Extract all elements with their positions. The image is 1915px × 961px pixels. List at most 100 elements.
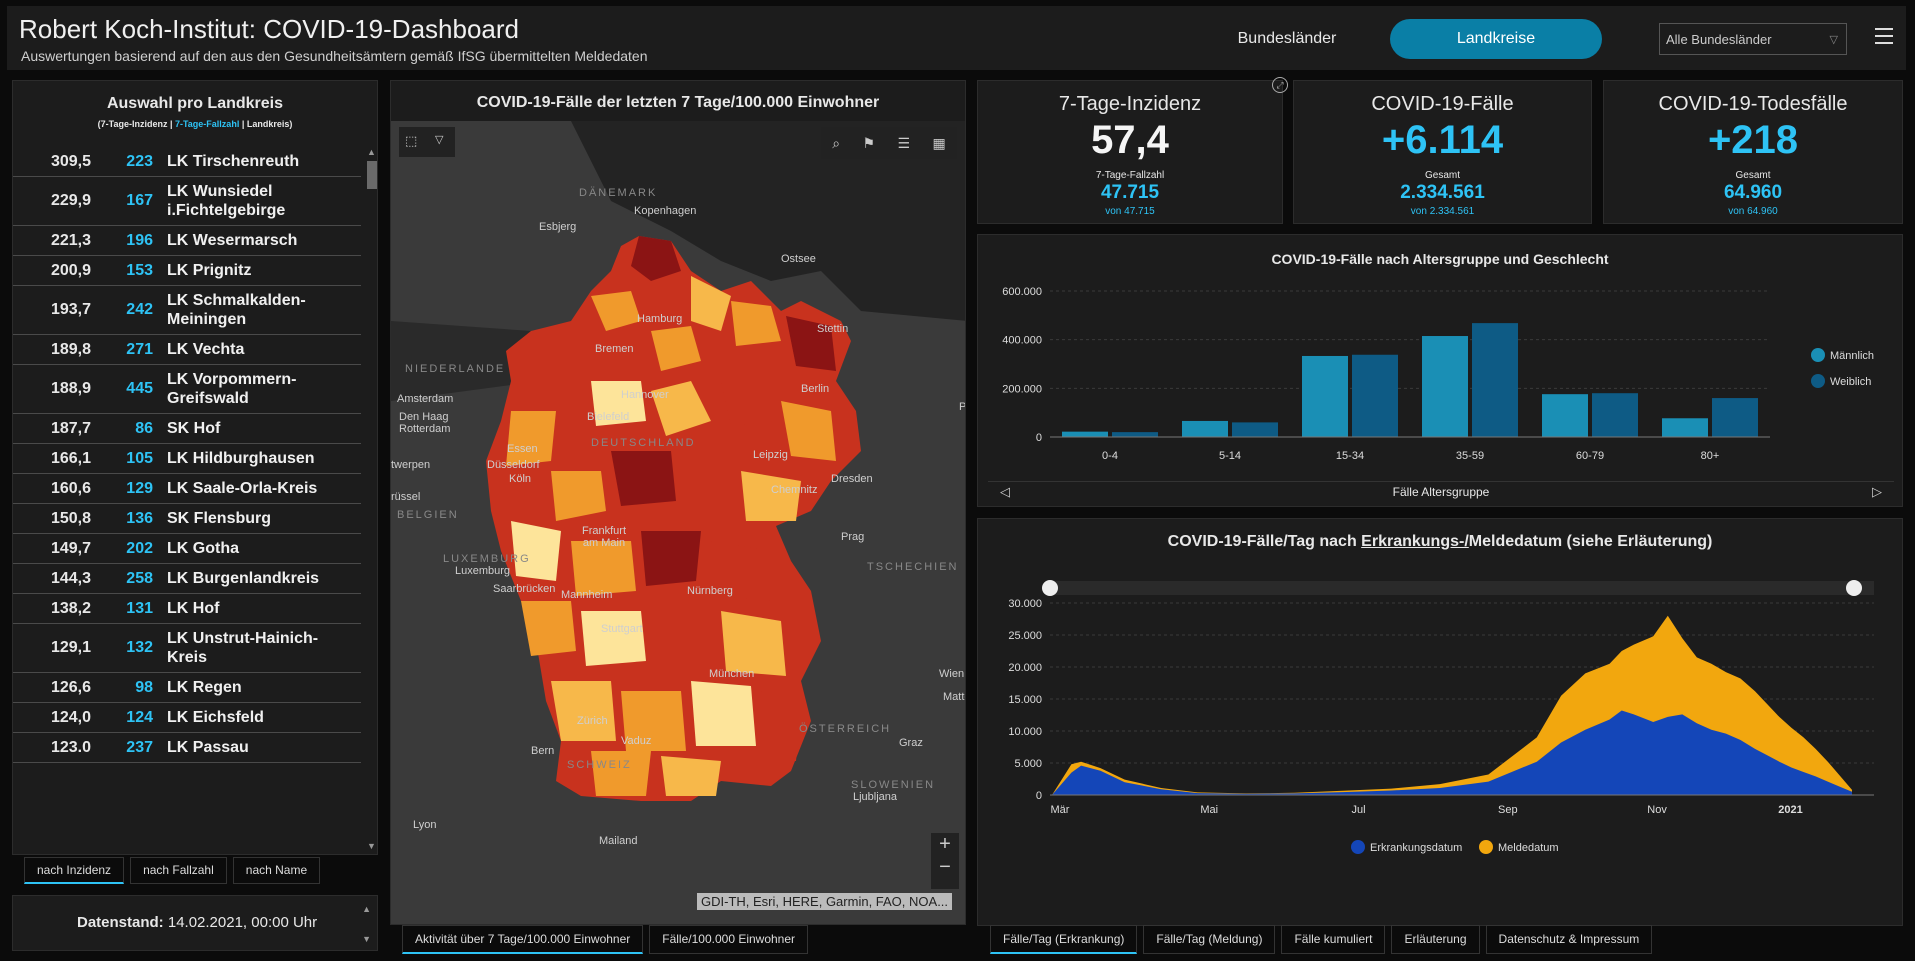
map-panel[interactable]: COVID-19-Fälle der letzten 7 Tage/100.00… <box>390 80 966 925</box>
age-chart-nav: ◁ Fälle Altersgruppe ▷ <box>988 481 1894 503</box>
list-item[interactable]: 187,7 86 SK Hof <box>13 414 361 444</box>
scroll-down-icon[interactable]: ▼ <box>362 934 371 944</box>
inzidenz-value: 149,7 <box>50 539 91 557</box>
map-place-label: rüssel <box>391 491 421 503</box>
age-bar-männlich[interactable] <box>1062 431 1108 437</box>
select-region-icon[interactable]: ⬚ <box>405 133 418 148</box>
list-item[interactable]: 166,1 105 LK Hildburghausen <box>13 444 361 474</box>
map-title: COVID-19-Fälle der letzten 7 Tage/100.00… <box>391 81 965 121</box>
scroll-up-icon[interactable]: ▲ <box>367 147 376 157</box>
chevron-down-icon[interactable]: ▽ <box>435 134 444 146</box>
zoom-out-button[interactable]: − <box>939 856 951 878</box>
age-bar-weiblich[interactable] <box>1712 398 1758 437</box>
list-item[interactable]: 188,9 445 LK Vorpommern-Greifswald <box>13 365 361 414</box>
hamburger-menu-icon[interactable] <box>1875 28 1893 44</box>
map-tab-aktivitaet[interactable]: Aktivität über 7 Tage/100.000 Einwohner <box>402 925 644 954</box>
daily-chart[interactable]: 0 5.000 10.000 15.000 20.000 25.000 30.000 Mär M… <box>978 563 1904 913</box>
chevron-right-icon[interactable]: ▷ <box>1872 484 1882 499</box>
landkreis-list-panel: Auswahl pro Landkreis (7-Tage-Inzidenz |… <box>12 80 378 855</box>
list-item[interactable]: 150,8 136 SK Flensburg <box>13 504 361 534</box>
map-selection-tool[interactable]: ⬚ ▽ <box>399 127 455 157</box>
map-tabs: Aktivität über 7 Tage/100.000 Einwohner … <box>402 925 809 954</box>
y-tick-label: 200.000 <box>1002 383 1042 395</box>
area-series-erkrankungsdatum[interactable] <box>1052 710 1852 796</box>
layer-list-icon[interactable]: ☰ <box>897 134 911 151</box>
scroll-down-icon[interactable]: ▼ <box>367 841 376 851</box>
sort-tab-fallzahl[interactable]: nach Fallzahl <box>130 857 227 884</box>
tab-datenschutz[interactable]: Datenschutz & Impressum <box>1485 925 1653 954</box>
map-tab-faelle[interactable]: Fälle/100.000 Einwohner <box>649 925 809 954</box>
age-bar-weiblich[interactable] <box>1112 432 1158 437</box>
age-bar-weiblich[interactable] <box>1352 354 1398 437</box>
map-place-label: Berlin <box>801 383 830 395</box>
fallzahl-value: 105 <box>126 449 153 467</box>
range-slider-handle-right[interactable] <box>1846 580 1862 596</box>
basemap-gallery-icon[interactable]: ▦ <box>932 134 946 151</box>
age-bar-männlich[interactable] <box>1302 355 1348 437</box>
tab-faelle-erkrankung[interactable]: Fälle/Tag (Erkrankung) <box>990 925 1138 954</box>
kpi-inzidenz: 7-Tage-Inzidenz 57,4 7-Tage-Fallzahl 47.… <box>977 80 1283 224</box>
kpi-faelle: COVID-19-Fälle +6.114 Gesamt 2.334.561 v… <box>1293 80 1592 224</box>
list-item[interactable]: 229,9 167 LK Wunsiedel i.Fichtelgebirge <box>13 177 361 226</box>
x-tick-label: 80+ <box>1701 450 1720 462</box>
range-slider-handle-left[interactable] <box>1042 580 1058 596</box>
list-item[interactable]: 126,6 98 LK Regen <box>13 673 361 703</box>
list-item[interactable]: 189,8 271 LK Vechta <box>13 335 361 365</box>
fallzahl-value: 98 <box>135 678 153 696</box>
list-item[interactable]: 123.0 237 LK Passau <box>13 733 361 763</box>
age-bar-weiblich[interactable] <box>1472 323 1518 437</box>
landkreis-name: LK Wunsiedel i.Fichtelgebirge <box>167 183 286 219</box>
list-item[interactable]: 221,3 196 LK Wesermarsch <box>13 226 361 256</box>
tab-landkreise[interactable]: Landkreise <box>1390 19 1602 59</box>
bundesland-select[interactable]: Alle Bundesländer ▽ <box>1659 23 1847 55</box>
landkreis-list[interactable]: 309,5 223 LK Tirschenreuth 229,9 167 LK Wunsi… <box>13 147 361 851</box>
sort-tab-name[interactable]: nach Name <box>232 857 321 884</box>
list-item[interactable]: 144,3 258 LK Burgenlandkreis <box>13 564 361 594</box>
scroll-up-icon[interactable]: ▲ <box>362 904 371 914</box>
range-slider-track[interactable] <box>1050 581 1874 595</box>
tab-faelle-kumuliert[interactable]: Fälle kumuliert <box>1281 925 1386 954</box>
list-item[interactable]: 124,0 124 LK Eichsfeld <box>13 703 361 733</box>
bookmark-icon[interactable]: ⚑ <box>862 134 876 151</box>
kpi-small-value: von 64.960 <box>1728 206 1778 217</box>
tab-bundeslaender[interactable]: Bundesländer <box>1237 30 1337 47</box>
age-bar-weiblich[interactable] <box>1232 422 1278 437</box>
list-item[interactable]: 149,7 202 LK Gotha <box>13 534 361 564</box>
tab-faelle-meldung[interactable]: Fälle/Tag (Meldung) <box>1143 925 1276 954</box>
list-item[interactable]: 193,7 242 LK Schmalkalden-Meiningen <box>13 286 361 335</box>
kpi-sub-label: Gesamt <box>1424 170 1460 181</box>
expand-icon[interactable]: ⤢ <box>1272 77 1288 93</box>
germany-map[interactable] <box>391 81 966 925</box>
age-bar-männlich[interactable] <box>1422 336 1468 437</box>
sort-tab-inzidenz[interactable]: nach Inzidenz <box>24 857 125 884</box>
fallzahl-value: 223 <box>126 152 153 170</box>
list-legend: (7-Tage-Inzidenz | 7-Tage-Fallzahl | Lan… <box>97 119 293 129</box>
search-icon[interactable]: ⌕ <box>832 134 841 151</box>
fallzahl-value: 86 <box>135 419 153 437</box>
list-item[interactable]: 160,6 129 LK Saale-Orla-Kreis <box>13 474 361 504</box>
age-bar-männlich[interactable] <box>1542 394 1588 437</box>
scroll-thumb[interactable] <box>367 161 377 189</box>
zoom-in-button[interactable]: + <box>939 833 951 855</box>
map-place-label: Mannheim <box>561 589 613 601</box>
map-place-label: Bremen <box>595 343 634 355</box>
list-item[interactable]: 138,2 131 LK Hof <box>13 594 361 624</box>
map-tools: ⌕ ⚑ ☰ ▦ <box>821 127 957 159</box>
list-scrollbar[interactable]: ▲ ▼ <box>365 147 377 851</box>
age-chart[interactable]: 0 200.000 400.000 600.000 0-4 5-14 15-34 35-59 6… <box>978 277 1904 477</box>
x-tick-label: Mär <box>1051 804 1070 816</box>
chevron-left-icon[interactable]: ◁ <box>1000 484 1010 499</box>
map-place-label: LUXEMBURG <box>443 553 531 565</box>
list-item[interactable]: 200,9 153 LK Prignitz <box>13 256 361 286</box>
map-place-label: Lyon <box>413 819 437 831</box>
list-item[interactable]: 129,1 132 LK Unstrut-Hainich-Kreis <box>13 624 361 673</box>
age-bar-männlich[interactable] <box>1662 418 1708 437</box>
age-bar-weiblich[interactable] <box>1592 393 1638 437</box>
age-bar-männlich[interactable] <box>1182 420 1228 437</box>
list-item[interactable]: 309,5 223 LK Tirschenreuth <box>13 147 361 177</box>
y-tick-label: 0 <box>1036 432 1042 444</box>
tab-erlaeuterung[interactable]: Erläuterung <box>1391 925 1480 954</box>
x-tick-label: Jul <box>1352 804 1366 816</box>
map-place-label: Mailand <box>599 835 638 847</box>
fallzahl-value: 136 <box>126 509 153 527</box>
